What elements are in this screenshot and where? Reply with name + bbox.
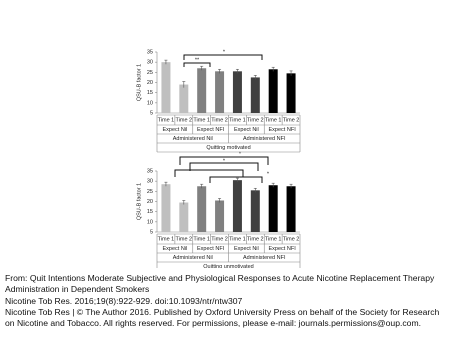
group-label: Expect Nil	[234, 127, 259, 133]
brackets: * ** * * *	[174, 49, 270, 183]
significance: **	[195, 57, 200, 63]
x-tick-label: Time 1	[158, 236, 175, 242]
bracket	[183, 54, 263, 60]
significance: *	[239, 151, 242, 157]
supergroup-label: Administered Nil	[173, 255, 213, 261]
bar	[179, 84, 189, 113]
bar	[232, 71, 242, 113]
bar	[232, 180, 242, 232]
y-tick-label: 15	[147, 209, 153, 215]
y-axis-label: QSU-B factor 1	[136, 183, 142, 220]
bar	[161, 184, 171, 232]
x-tick-label: Time 1	[229, 236, 246, 242]
x-tick-label: Time 2	[211, 236, 228, 242]
supergroup-label: Administered Nil	[173, 136, 213, 142]
y-tick-label: 35	[147, 49, 153, 55]
bar	[197, 68, 207, 113]
bar	[215, 71, 225, 113]
bar	[268, 69, 278, 113]
bar	[250, 190, 260, 232]
significance: *	[223, 49, 226, 55]
caption-from: From: Quit Intentions Moderate Subjectiv…	[5, 273, 435, 294]
x-tick-label: Time 2	[247, 236, 264, 242]
y-tick-label: 5	[150, 110, 153, 116]
bar	[250, 77, 260, 113]
y-tick-label: 15	[147, 90, 153, 96]
x-tick-label: Time 2	[283, 236, 300, 242]
topgroup-label: Quitting motivated	[206, 145, 250, 151]
y-tick-label: 20	[147, 80, 153, 86]
x-tick-label: Time 1	[265, 236, 282, 242]
y-tick-label: 10	[147, 219, 153, 225]
y-tick-label: 30	[147, 60, 153, 66]
x-tick-label: Time 1	[193, 236, 210, 242]
bracket	[189, 162, 259, 171]
x-tick-label: Time 2	[176, 117, 193, 123]
y-tick-label: 25	[147, 70, 153, 76]
group-label: Expect NFI	[269, 127, 297, 133]
caption-citation: Nicotine Tob Res. 2016;19(8):922-929. do…	[5, 296, 243, 306]
group-label: Expect NFI	[197, 127, 225, 133]
caption-copyright: Nicotine Tob Res | © The Author 2016. Pu…	[5, 307, 440, 328]
x-tick-label: Time 1	[265, 117, 282, 123]
y-tick-label: 5	[150, 229, 153, 235]
bar	[268, 185, 278, 232]
supergroup-label: Administered NFI	[243, 136, 286, 142]
bar	[197, 186, 207, 232]
bar	[286, 73, 296, 113]
x-tick-label: Time 2	[283, 117, 300, 123]
y-tick-label: 25	[147, 189, 153, 195]
bracket	[174, 169, 244, 177]
y-tick-label: 10	[147, 100, 153, 106]
group-label: Expect Nil	[234, 246, 259, 252]
x-tick-label: Time 2	[176, 236, 193, 242]
y-axis-label: QSU-B factor 1	[136, 64, 142, 101]
supergroup-label: Administered NFI	[243, 255, 286, 261]
group-label: Expect NFI	[269, 246, 297, 252]
bracket	[179, 156, 269, 165]
group-label: Expect Nil	[162, 246, 187, 252]
y-tick-label: 35	[147, 168, 153, 174]
group-label: Expect Nil	[162, 127, 187, 133]
x-tick-label: Time 2	[247, 117, 264, 123]
figure: * ** * * * 5 10 15 20 25 30 35 QSU-B factor 1 Ti…	[136, 49, 301, 268]
bracket	[183, 62, 211, 67]
bar	[179, 202, 189, 232]
topgroup-label: Quitting unmotivated	[203, 264, 253, 268]
bar	[286, 186, 296, 232]
bracket	[209, 176, 263, 183]
significance: *	[223, 158, 226, 164]
significance: *	[267, 171, 270, 177]
x-tick-label: Time 1	[229, 117, 246, 123]
y-tick-label: 20	[147, 199, 153, 205]
x-tick-label: Time 2	[211, 117, 228, 123]
y-tick-label: 30	[147, 179, 153, 185]
group-label: Expect NFI	[197, 246, 225, 252]
x-tick-label: Time 1	[158, 117, 175, 123]
bar	[161, 62, 171, 113]
bar	[215, 200, 225, 232]
x-tick-label: Time 1	[193, 117, 210, 123]
